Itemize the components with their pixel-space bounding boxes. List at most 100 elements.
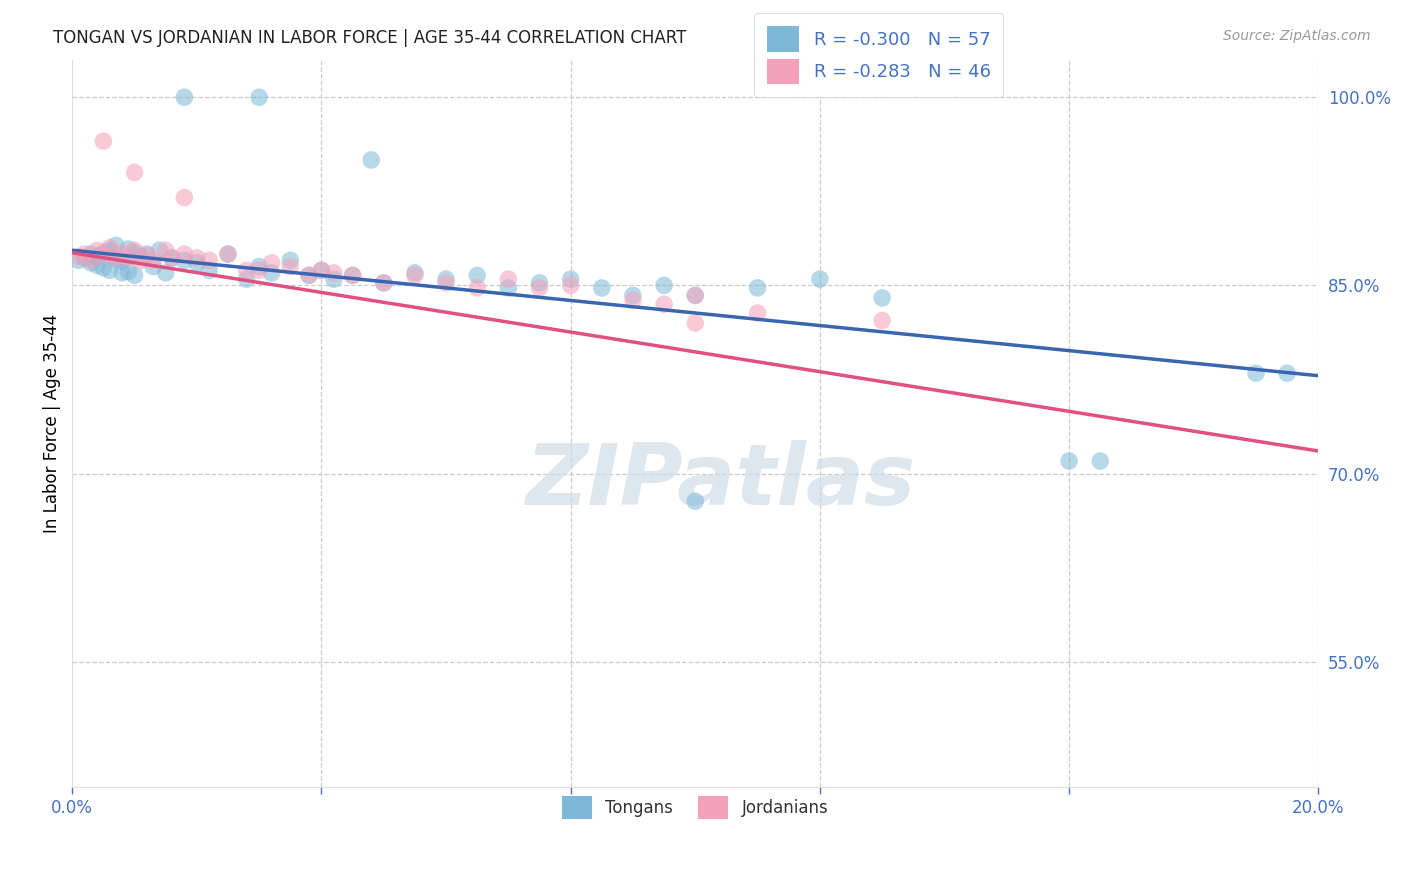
Point [124, 165, 146, 179]
Point [621, 293, 644, 308]
Point [342, 268, 364, 283]
Point [129, 253, 152, 268]
Point [404, 266, 426, 280]
Point [93, 248, 115, 262]
Point [124, 245, 146, 260]
Point [311, 263, 333, 277]
Text: ZIPatlas: ZIPatlas [524, 440, 915, 523]
Point [683, 288, 706, 302]
Point [747, 306, 769, 320]
Point [870, 313, 893, 327]
Point [148, 244, 170, 258]
Point [98, 241, 121, 255]
Text: TONGAN VS JORDANIAN IN LABOR FORCE | AGE 35-44 CORRELATION CHART: TONGAN VS JORDANIAN IN LABOR FORCE | AGE… [53, 29, 686, 46]
Point [235, 263, 257, 277]
Point [652, 297, 675, 311]
Point [434, 276, 457, 290]
Point [136, 247, 159, 261]
Point [173, 90, 195, 104]
Point [173, 247, 195, 261]
Point [591, 281, 613, 295]
Point [260, 266, 283, 280]
Point [98, 263, 121, 277]
Point [104, 238, 127, 252]
Point [498, 272, 520, 286]
Point [67, 250, 90, 264]
Point [1244, 366, 1267, 380]
Point [124, 244, 146, 258]
Point [342, 268, 364, 283]
Point [198, 263, 221, 277]
Point [86, 258, 108, 272]
Point [142, 253, 165, 268]
Point [373, 276, 395, 290]
Point [160, 251, 183, 265]
Point [155, 266, 177, 280]
Point [808, 272, 831, 286]
Point [124, 268, 146, 283]
Point [80, 247, 103, 261]
Point [683, 494, 706, 508]
Point [278, 253, 301, 268]
Point [529, 276, 551, 290]
Point [465, 268, 488, 283]
Point [465, 281, 488, 295]
Point [360, 153, 382, 167]
Point [747, 281, 769, 295]
Point [217, 247, 239, 261]
Point [198, 253, 221, 268]
Point [247, 263, 270, 277]
Point [217, 247, 239, 261]
Point [104, 251, 127, 265]
Point [1057, 454, 1080, 468]
Point [104, 252, 127, 266]
Point [73, 251, 96, 265]
Point [160, 251, 183, 265]
Point [870, 291, 893, 305]
Point [80, 256, 103, 270]
Point [404, 268, 426, 283]
Point [434, 272, 457, 286]
Text: Source: ZipAtlas.com: Source: ZipAtlas.com [1223, 29, 1371, 43]
Point [298, 268, 321, 283]
Point [621, 288, 644, 302]
Point [322, 266, 344, 280]
Point [311, 263, 333, 277]
Point [155, 244, 177, 258]
Point [93, 260, 115, 275]
Point [117, 264, 139, 278]
Point [260, 256, 283, 270]
Point [117, 242, 139, 256]
Point [111, 245, 134, 260]
Point [529, 281, 551, 295]
Point [93, 245, 115, 260]
Point [142, 260, 165, 274]
Point [186, 256, 208, 270]
Point [117, 251, 139, 265]
Point [136, 248, 159, 262]
Point [1090, 454, 1112, 468]
Point [560, 278, 582, 293]
Point [247, 260, 270, 274]
Point [173, 253, 195, 268]
Point [111, 266, 134, 280]
Point [186, 251, 208, 265]
Point [73, 247, 96, 261]
Point [560, 272, 582, 286]
Point [235, 272, 257, 286]
Point [173, 191, 195, 205]
Legend: Tongans, Jordanians: Tongans, Jordanians [555, 789, 835, 826]
Y-axis label: In Labor Force | Age 35-44: In Labor Force | Age 35-44 [44, 314, 60, 533]
Point [373, 276, 395, 290]
Point [247, 90, 270, 104]
Point [98, 244, 121, 258]
Point [652, 278, 675, 293]
Point [298, 268, 321, 283]
Point [80, 253, 103, 268]
Point [111, 254, 134, 268]
Point [86, 250, 108, 264]
Point [1275, 366, 1298, 380]
Point [129, 250, 152, 264]
Point [67, 253, 90, 268]
Point [683, 288, 706, 302]
